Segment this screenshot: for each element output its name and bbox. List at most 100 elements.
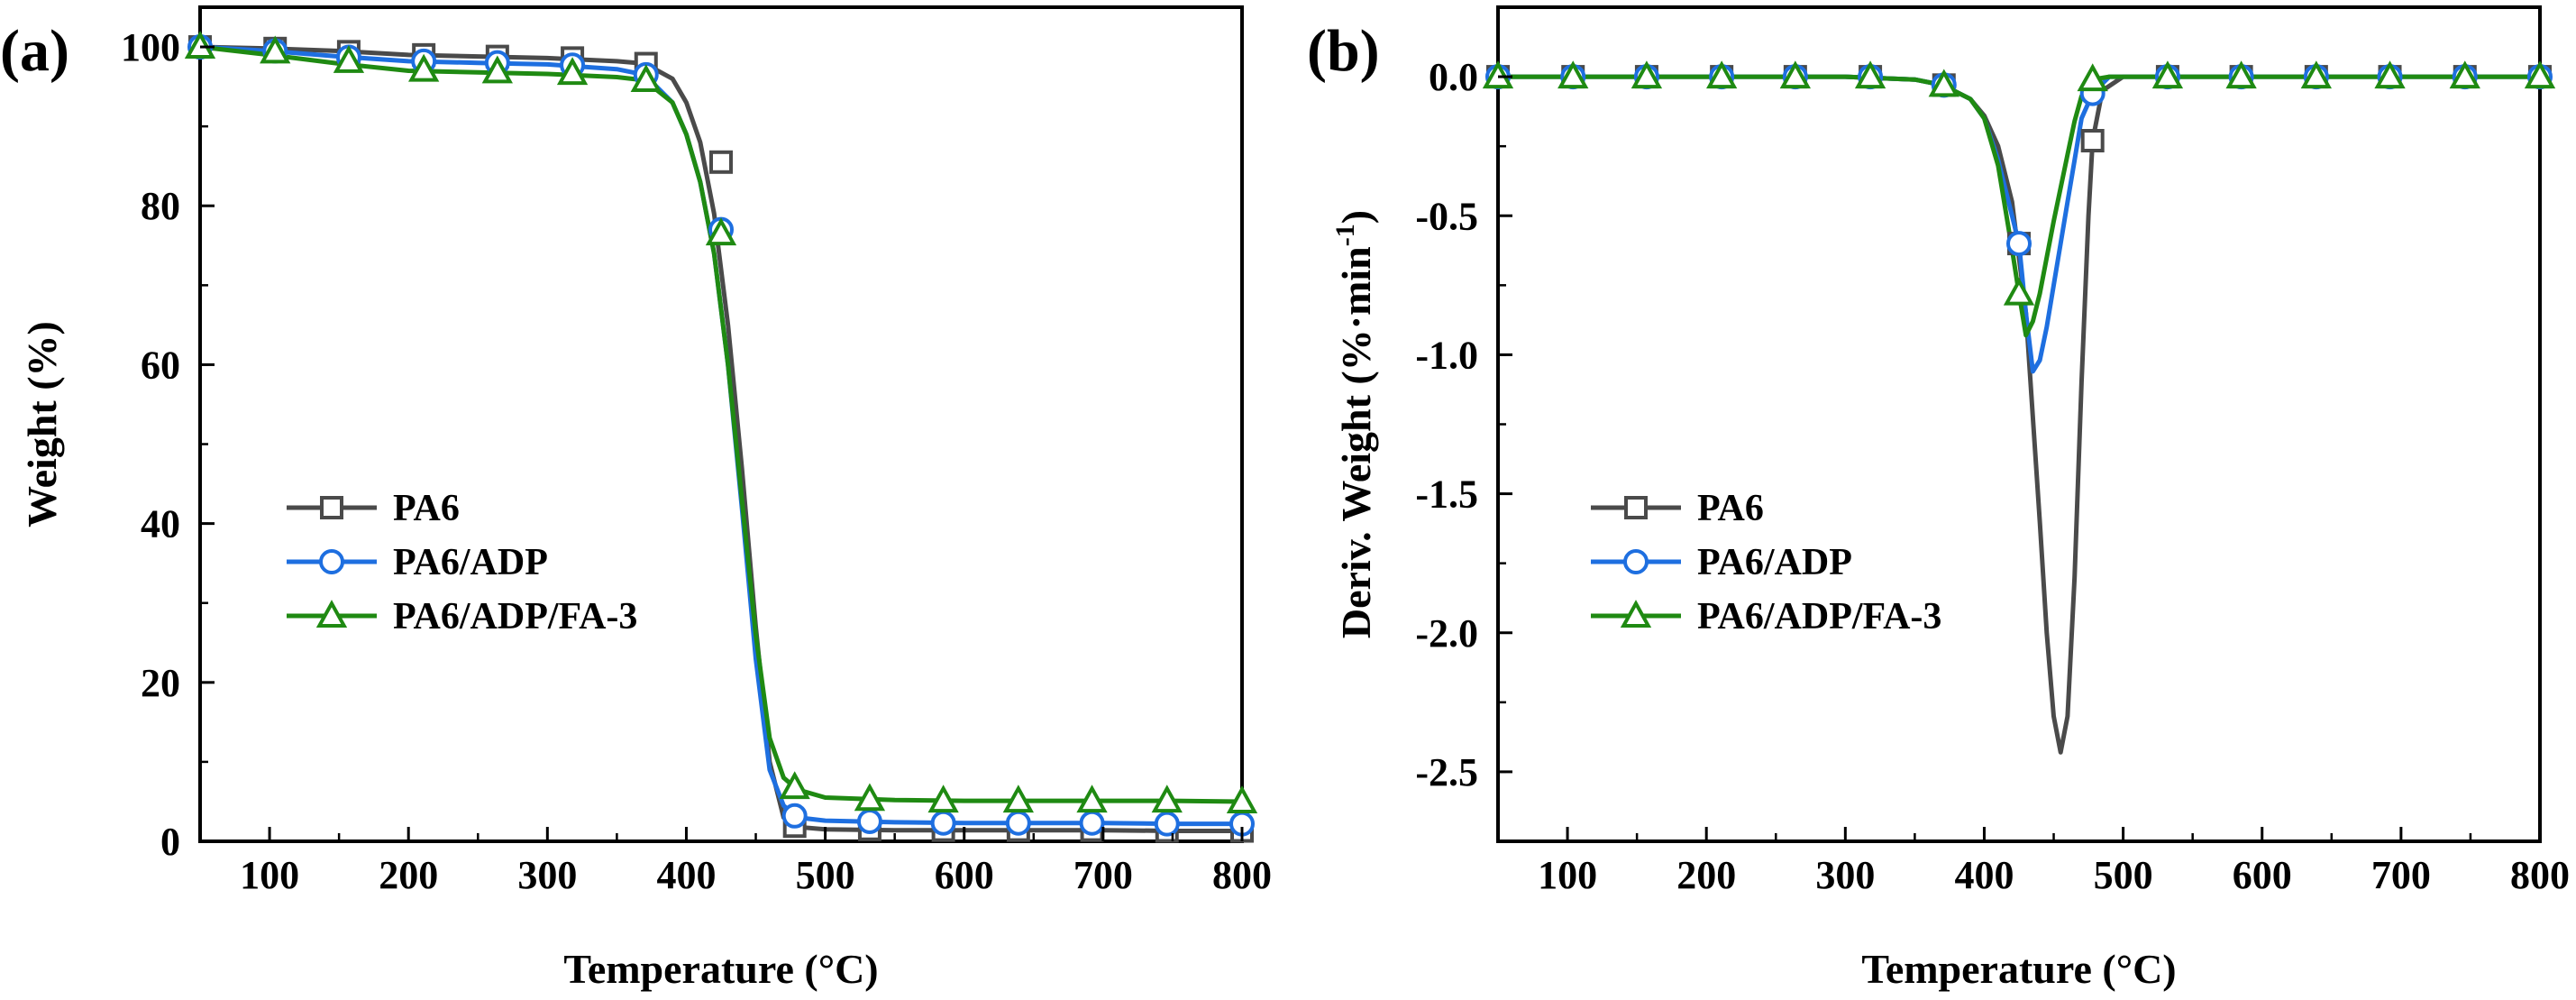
- panel-a-y-tick-label-5: 100: [121, 25, 180, 69]
- panel-b-y-axis-title-superscript: -1: [1330, 224, 1360, 246]
- panel-a-y-axis-title: Weight (%): [19, 321, 65, 528]
- marker-pa6-8: [2080, 129, 2105, 152]
- legend-marker-pa6: [1624, 496, 1648, 519]
- marker-pa6-adp-8: [781, 803, 808, 829]
- marker-pa6-adp-fa-3-8: [779, 771, 810, 800]
- marker-pa6-adp-9: [856, 808, 882, 834]
- panel-b-x-tick-label-300: 300: [1815, 853, 1875, 897]
- panel-b-plot-frame: [1496, 5, 2542, 843]
- panel-b-x-tick-label-600: 600: [2233, 853, 2292, 897]
- marker-pa6-adp-13: [1154, 811, 1180, 837]
- panel-a-y-tick-label-3: 60: [141, 343, 180, 387]
- panel-a-x-tick-label-400: 400: [656, 853, 716, 897]
- legend-marker-pa6-adp-fa-3: [1620, 600, 1652, 628]
- panel-a-x-tick-label-300: 300: [517, 853, 577, 897]
- panel-b-x-axis-ticks: 100 200 300 400 500 600 700 800: [1496, 827, 2570, 897]
- panel-b-y-tick-label-4: -2.0: [1415, 611, 1478, 656]
- legend-item-pa6-adp: PA6/ADP: [1591, 542, 1852, 583]
- legend-label-pa6: PA6: [1697, 488, 1764, 529]
- marker-pa6-adp-fa-3-3: [408, 53, 440, 82]
- panel-b-x-tick-label-500: 500: [2094, 853, 2153, 897]
- marker-pa6-adp-fa-3-8: [2077, 63, 2108, 92]
- marker-pa6-adp-fa-3-4: [1779, 60, 1811, 89]
- marker-pa6-adp-fa-3-13: [2449, 60, 2480, 89]
- panel-a-x-tick-label-200: 200: [379, 853, 438, 897]
- legend-item-pa6: PA6: [287, 488, 460, 529]
- panel-b-y-tick-label-2: -1.0: [1415, 333, 1478, 377]
- panel-a-x-tick-label-700: 700: [1073, 853, 1133, 897]
- panel-a-label: (a): [0, 18, 69, 84]
- legend-marker-pa6-adp-fa-3: [315, 600, 348, 628]
- marker-pa6-adp-fa-3-4: [481, 55, 513, 84]
- marker-pa6-adp-fa-3-10: [927, 784, 959, 813]
- panel-a-weight-chart: 100 200 300 400 500 600 700 800 0 20 40 60 80 100 (a…: [0, 5, 1272, 992]
- marker-pa6-adp-fa-3-11: [1002, 784, 1034, 813]
- legend-label-pa6-adp-fa-3: PA6/ADP/FA-3: [1697, 596, 1941, 638]
- marker-pa6-adp-fa-3-7: [2003, 277, 2035, 306]
- panel-a-plot-frame: [198, 5, 1244, 843]
- marker-pa6-adp-fa-3-10: [2225, 60, 2257, 89]
- panel-a-y-tick-label-0: 0: [160, 820, 180, 864]
- marker-pa6-adp-fa-3-7: [705, 217, 737, 246]
- panel-b-derivative-chart: 100 200 300 400 500 600 700 800 0.0 -0.5 -1.0 -1.5…: [1307, 5, 2570, 992]
- marker-pa6-adp-fa-3-11: [2300, 60, 2332, 89]
- marker-pa6-adp-fa-3-13: [1151, 784, 1183, 813]
- panel-a-x-tick-label-100: 100: [240, 853, 299, 897]
- panel-a-y-axis-ticks: 0 20 40 60 80 100: [121, 25, 215, 864]
- panel-a-series-layer: [184, 31, 1258, 843]
- panel-b-y-axis-title: Deriv. Weight (%·min-1): [1330, 210, 1379, 638]
- panel-b-y-tick-label-0: 0.0: [1429, 55, 1478, 99]
- panel-a-y-tick-label-1: 20: [141, 661, 180, 705]
- panel-a-x-axis-title: Temperature (°C): [563, 946, 878, 992]
- marker-pa6-adp-fa-3-12: [2374, 60, 2406, 89]
- marker-pa6-adp-fa-3-6: [1928, 69, 1959, 97]
- panel-a-x-axis-ticks: 100 200 300 400 500 600 700 800: [198, 827, 1272, 897]
- marker-pa6-adp-12: [1079, 810, 1105, 836]
- panel-b-x-tick-label-400: 400: [1954, 853, 2014, 897]
- marker-pa6-adp-fa-3-12: [1076, 784, 1108, 813]
- marker-pa6-adp-fa-3-9: [854, 783, 886, 812]
- marker-pa6-adp-fa-3-14: [1226, 785, 1258, 813]
- panel-b-label: (b): [1307, 18, 1380, 84]
- panel-b-x-tick-label-200: 200: [1676, 853, 1736, 897]
- panel-b-x-tick-label-100: 100: [1538, 853, 1597, 897]
- panel-b-y-tick-label-5: -2.5: [1415, 750, 1478, 794]
- panel-b-x-axis-title: Temperature (°C): [1861, 946, 2176, 992]
- marker-pa6-7: [709, 150, 733, 174]
- panel-a-x-tick-label-600: 600: [935, 853, 994, 897]
- legend-label-pa6-adp-fa-3: PA6/ADP/FA-3: [393, 596, 637, 638]
- panel-b-y-axis-ticks: 0.0 -0.5 -1.0 -1.5 -2.0 -2.5: [1415, 5, 1512, 843]
- panel-a-x-tick-label-500: 500: [796, 853, 855, 897]
- legend-item-pa6-adp: PA6/ADP: [287, 542, 548, 583]
- panel-a-x-tick-label-800: 800: [1212, 853, 1272, 897]
- marker-pa6-adp-fa-3-1: [1557, 60, 1589, 89]
- panel-b-line-pa6: [1498, 74, 2540, 755]
- panel-b-series-layer: [1482, 60, 2556, 755]
- panel-a-y-tick-label-4: 80: [141, 184, 180, 228]
- legend-label-pa6-adp: PA6/ADP: [1697, 542, 1852, 583]
- marker-pa6-adp-fa-3-9: [2151, 60, 2184, 89]
- marker-pa6-adp-fa-3-2: [1631, 60, 1663, 89]
- legend-marker-pa6: [320, 496, 343, 519]
- legend-label-pa6-adp: PA6/ADP: [393, 542, 548, 583]
- panel-a-line-pa6-adp-fa-3: [199, 44, 1243, 804]
- panel-b-x-tick-label-700: 700: [2371, 853, 2431, 897]
- panel-b-y-tick-label-1: -0.5: [1415, 194, 1478, 238]
- panel-b-line-pa6-adp: [1498, 74, 2540, 374]
- legend-label-pa6: PA6: [393, 488, 460, 529]
- marker-pa6-adp-fa-3-5: [1854, 60, 1886, 89]
- panel-a-y-tick-label-2: 40: [141, 502, 180, 546]
- panel-b-legend: PA6 PA6/ADP PA6/ADP/FA-3: [1591, 488, 1941, 638]
- panel-b-y-tick-label-3: -1.5: [1415, 472, 1478, 517]
- legend-marker-pa6-adp: [319, 549, 344, 574]
- legend-item-pa6-adp-fa-3: PA6/ADP/FA-3: [1591, 596, 1941, 638]
- panel-b-x-tick-label-800: 800: [2510, 853, 2570, 897]
- legend-item-pa6-adp-fa-3: PA6/ADP/FA-3: [287, 596, 637, 638]
- marker-pa6-adp-fa-3-6: [630, 64, 662, 93]
- marker-pa6-adp-fa-3-1: [260, 35, 291, 64]
- legend-item-pa6: PA6: [1591, 488, 1764, 529]
- marker-pa6-adp-10: [930, 810, 956, 836]
- marker-pa6-adp-fa-3-14: [2524, 60, 2556, 89]
- marker-pa6-adp-fa-3-3: [1706, 60, 1738, 89]
